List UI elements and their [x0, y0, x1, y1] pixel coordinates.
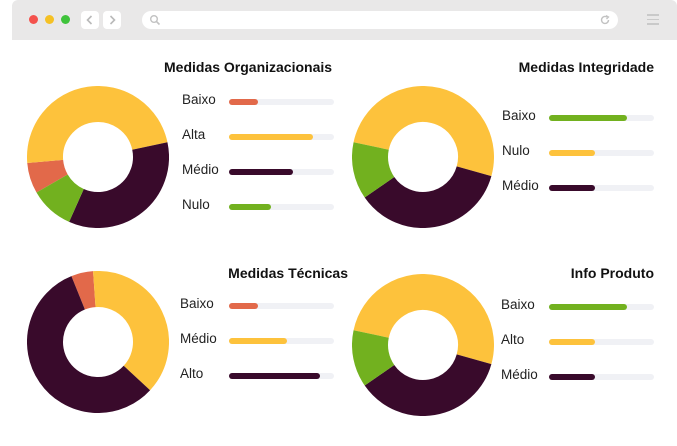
legend-label: Nulo — [502, 143, 530, 158]
legend-label: Nulo — [182, 197, 210, 212]
legend-bar-fill — [229, 99, 259, 105]
donut-slice-baixo — [352, 142, 395, 198]
legend-bar — [549, 304, 654, 310]
legend-bar — [549, 115, 654, 121]
legend-bar — [229, 169, 334, 175]
donut-slice-alta — [353, 86, 494, 177]
legend-bar — [549, 150, 654, 156]
donut-chart — [352, 274, 494, 416]
legend-row: Baixo — [182, 92, 342, 110]
donut-slice-médio — [93, 271, 169, 391]
legend-bar — [549, 374, 654, 380]
minimize-window-dot[interactable] — [45, 15, 54, 24]
legend-row: Alto — [180, 366, 340, 384]
legend-row: Baixo — [501, 297, 661, 315]
legend-bar-fill — [229, 373, 321, 379]
legend-label: Alto — [180, 366, 204, 381]
legend-row: Nulo — [182, 197, 342, 215]
legend-row: Médio — [182, 162, 342, 180]
maximize-window-dot[interactable] — [61, 15, 70, 24]
donut-slice-alto — [353, 274, 494, 365]
donut-slice-alto — [27, 276, 151, 413]
donut-slice-baixo — [71, 271, 97, 310]
legend-bar — [229, 134, 334, 140]
donut-slice-baixo — [27, 158, 69, 193]
chevron-left-icon — [86, 15, 93, 25]
legend-label: Baixo — [180, 296, 214, 311]
donut-slice-médio — [364, 165, 492, 228]
legend-row: Baixo — [180, 296, 340, 314]
browser-titlebar — [12, 0, 677, 40]
legend-bar-fill — [229, 204, 271, 210]
donut-chart — [27, 271, 169, 413]
legend-label: Alta — [182, 127, 206, 142]
legend-bar — [229, 99, 334, 105]
donut-slice-médio — [69, 142, 169, 228]
address-bar[interactable] — [142, 11, 618, 29]
donut-chart — [352, 86, 494, 228]
legend-bar-fill — [229, 134, 313, 140]
search-icon — [150, 15, 161, 26]
legend-label: Médio — [502, 178, 539, 193]
donut-slice-nulo — [36, 173, 85, 222]
legend-row: Médio — [180, 331, 340, 349]
donut-slice-baixo — [352, 330, 395, 386]
legend-bar — [549, 185, 654, 191]
menu-icon[interactable] — [647, 14, 659, 25]
legend-bar-fill — [229, 303, 259, 309]
panel-title: Medidas Integridade — [518, 59, 654, 75]
legend-row: Nulo — [502, 143, 662, 161]
legend-label: Médio — [501, 367, 538, 382]
panel-title: Medidas Técnicas — [228, 265, 348, 281]
legend-bar — [229, 303, 334, 309]
legend-row: Alto — [501, 332, 661, 350]
legend-bar-fill — [549, 115, 627, 121]
legend-bar — [229, 204, 334, 210]
donut-slice-médio — [364, 353, 492, 416]
legend-bar-fill — [549, 339, 596, 345]
legend-bar-fill — [549, 374, 596, 380]
legend-row: Baixo — [502, 108, 662, 126]
legend-bar-fill — [549, 150, 596, 156]
panel-title: Info Produto — [570, 265, 654, 281]
legend-row: Alta — [182, 127, 342, 145]
legend-label: Médio — [182, 162, 219, 177]
legend-bar — [229, 373, 334, 379]
legend-bar — [549, 339, 654, 345]
close-window-dot[interactable] — [29, 15, 38, 24]
donut-slice-alta — [27, 86, 168, 163]
legend-label: Baixo — [501, 297, 535, 312]
panel-title: Medidas Organizacionais — [164, 59, 333, 75]
legend-label: Baixo — [182, 92, 216, 107]
legend-label: Médio — [180, 331, 217, 346]
legend-bar — [229, 338, 334, 344]
chevron-right-icon — [109, 15, 116, 25]
legend-bar-fill — [229, 169, 294, 175]
forward-button[interactable] — [103, 11, 121, 29]
legend-label: Alto — [501, 332, 525, 347]
reload-icon[interactable] — [599, 14, 611, 26]
legend-label: Baixo — [502, 108, 536, 123]
legend-bar-fill — [229, 338, 287, 344]
legend-bar-fill — [549, 185, 596, 191]
legend-bar-fill — [549, 304, 627, 310]
back-button[interactable] — [81, 11, 99, 29]
legend-row: Médio — [501, 367, 661, 385]
donut-chart — [27, 86, 169, 228]
legend-row: Médio — [502, 178, 662, 196]
